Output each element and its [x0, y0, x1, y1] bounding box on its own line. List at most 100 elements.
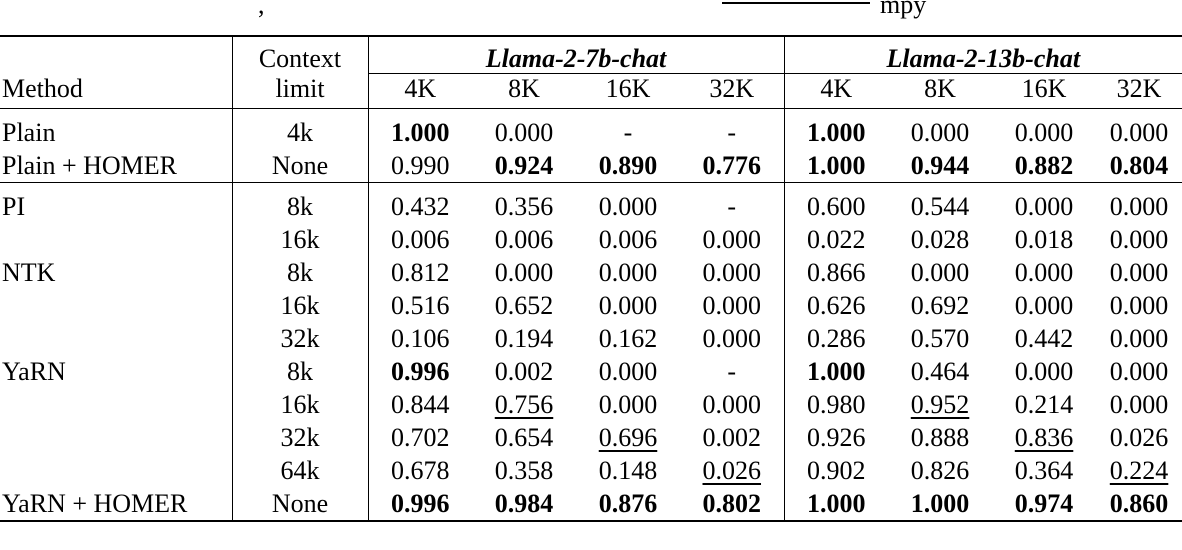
- context-limit-cell: 4k: [231, 116, 369, 149]
- score-value: 0.802: [702, 489, 762, 518]
- score-value: 1.000: [807, 357, 866, 386]
- table-row: YaRN + HOMER None 0.996 0.984 0.876 0.802 1.00…: [0, 487, 1182, 522]
- length-header: 32K: [680, 73, 785, 109]
- score-value: 1.000: [910, 489, 970, 518]
- score-value: 0.026: [1109, 423, 1169, 452]
- score-value: 0.000: [1014, 258, 1074, 287]
- length-header: 4K: [404, 74, 437, 103]
- length-header: 32K: [1116, 74, 1162, 103]
- score-value: 0.652: [494, 291, 554, 320]
- score-value: -: [623, 118, 633, 147]
- score-value: 0.000: [1014, 118, 1074, 147]
- score-value: 0.990: [391, 151, 450, 180]
- score-value: 0.996: [391, 489, 450, 518]
- context-limit-cell: 16k: [231, 388, 369, 421]
- score-value: 0.162: [598, 324, 658, 353]
- caption-fragment-before: ,: [258, 0, 265, 19]
- context-limit-cell: 32k: [231, 421, 369, 454]
- score-value: 0.000: [1109, 225, 1169, 254]
- score-value: 0.286: [807, 324, 866, 353]
- score-value: 0.022: [807, 225, 866, 254]
- score-value: 0.692: [910, 291, 970, 320]
- method-header: Method: [2, 73, 83, 103]
- header-row-lengths: Method limit 4K 8K 16K 32K 4K 8K 16K 32K: [0, 73, 1182, 109]
- score-value: 0.952: [910, 390, 970, 419]
- method-cell: [0, 421, 232, 454]
- score-value: 0.000: [598, 390, 658, 419]
- method-cell: YaRN + HOMER: [0, 487, 232, 522]
- score-value: 0.214: [1014, 390, 1074, 419]
- score-value: 0.756: [494, 390, 554, 419]
- score-value: 0.000: [910, 258, 970, 287]
- score-value: 0.882: [1014, 151, 1074, 180]
- score-value: 0.844: [391, 390, 450, 419]
- method-cell: [0, 289, 232, 322]
- table-row: 64k 0.678 0.358 0.148 0.026 0.902 0.826 0.364 0.…: [0, 454, 1182, 487]
- table-row: Plain + HOMER None 0.990 0.924 0.890 0.776 1.0…: [0, 149, 1182, 183]
- score-value: 0.028: [910, 225, 970, 254]
- method-cell: PI: [2, 192, 26, 221]
- score-value: 0.544: [910, 192, 970, 221]
- score-value: 0.356: [494, 192, 554, 221]
- score-value: 0.000: [702, 291, 762, 320]
- context-header-line1: Context: [231, 35, 369, 74]
- score-value: 0.974: [1014, 489, 1074, 518]
- score-value: 0.654: [494, 423, 554, 452]
- score-value: 0.000: [1014, 357, 1074, 386]
- table-row: Plain 4k 1.000 0.000 - - 1.000 0.000 0.000 0.000: [0, 116, 1182, 149]
- score-value: 0.678: [391, 456, 450, 485]
- score-value: 0.702: [391, 423, 450, 452]
- score-value: 0.876: [598, 489, 658, 518]
- score-value: 0.902: [807, 456, 866, 485]
- method-cell: [0, 454, 232, 487]
- score-value: -: [727, 357, 737, 386]
- score-value: 0.006: [494, 225, 554, 254]
- score-value: -: [727, 192, 737, 221]
- score-value: 0.996: [391, 357, 450, 386]
- method-cell: [0, 223, 232, 256]
- score-value: 0.000: [702, 258, 762, 287]
- score-value: 0.000: [1109, 258, 1169, 287]
- score-value: 0.464: [910, 357, 970, 386]
- score-value: 0.000: [1014, 192, 1074, 221]
- context-header-line2: limit: [231, 73, 369, 109]
- score-value: 0.776: [702, 151, 762, 180]
- caption-fragment: , mpy: [0, 0, 1182, 28]
- score-value: 0.984: [494, 489, 554, 518]
- score-value: 0.432: [391, 192, 450, 221]
- score-value: 0.944: [910, 151, 970, 180]
- score-value: 0.980: [807, 390, 866, 419]
- method-cell: Plain + HOMER: [2, 151, 178, 180]
- score-value: 0.006: [391, 225, 450, 254]
- context-limit-cell: 32k: [231, 322, 369, 355]
- score-value: 0.000: [910, 118, 970, 147]
- method-cell: Plain: [2, 118, 56, 147]
- context-limit-cell: 64k: [231, 454, 369, 487]
- score-value: 1.000: [807, 489, 866, 518]
- score-value: 0.926: [807, 423, 866, 452]
- score-value: 0.890: [598, 151, 658, 180]
- length-header: 16K: [605, 74, 651, 103]
- caption-underline-sample: [722, 2, 870, 4]
- score-value: 0.000: [494, 258, 554, 287]
- score-value: 0.026: [702, 456, 762, 485]
- score-value: 0.000: [1109, 118, 1169, 147]
- table-row: 32k 0.702 0.654 0.696 0.002 0.926 0.888 0.836 0.…: [0, 421, 1182, 454]
- score-value: 0.696: [598, 423, 658, 452]
- score-value: 0.000: [598, 192, 658, 221]
- score-value: 0.106: [391, 324, 450, 353]
- score-value: 0.000: [598, 258, 658, 287]
- group-header-13b: Llama-2-13b-chat: [784, 35, 1182, 74]
- score-value: 1.000: [807, 151, 866, 180]
- context-limit-cell: 8k: [231, 256, 369, 289]
- score-value: 0.888: [910, 423, 970, 452]
- length-header: 4K: [820, 74, 853, 103]
- context-limit-cell: 8k: [231, 190, 369, 223]
- context-limit-cell: 8k: [231, 355, 369, 388]
- score-value: 0.860: [1109, 489, 1169, 518]
- score-value: 0.626: [807, 291, 866, 320]
- caption-fragment-after: mpy: [880, 0, 927, 19]
- score-value: 0.516: [391, 291, 450, 320]
- score-value: 0.570: [910, 324, 970, 353]
- table-row: NTK 8k 0.812 0.000 0.000 0.000 0.866 0.000 0.000…: [0, 256, 1182, 289]
